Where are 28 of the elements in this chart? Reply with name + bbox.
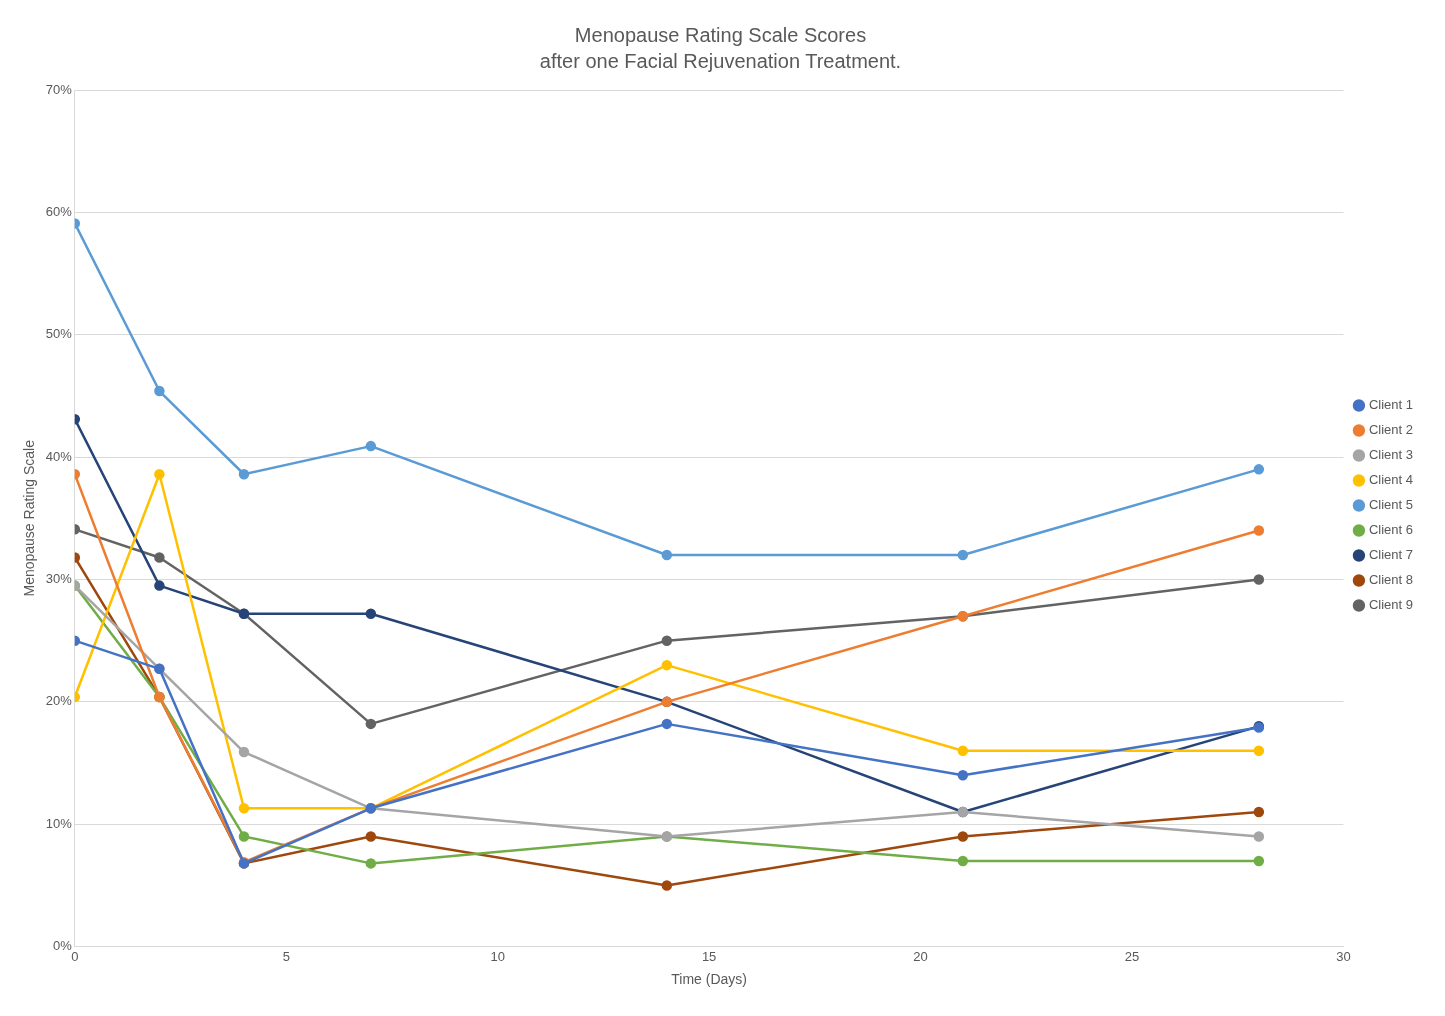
- x-tick-label: 15: [701, 948, 717, 964]
- y-tick-label: 30%: [45, 571, 73, 587]
- legend-label: Client 6: [1368, 522, 1413, 538]
- y-tick-label: 60%: [45, 203, 73, 219]
- y-tick-label: 70%: [45, 81, 73, 97]
- y-tick-label: 0%: [53, 938, 73, 954]
- x-tick-label: 5: [282, 948, 290, 964]
- legend-label: Client 3: [1368, 447, 1413, 463]
- chart-subtitle: after one Facial Rejuvenation Treatment.: [539, 49, 902, 72]
- y-tick-label: 50%: [45, 326, 73, 342]
- x-axis-title: Time (Days): [671, 971, 747, 988]
- y-tick-label: 10%: [45, 815, 73, 831]
- x-tick-label: 30: [1336, 948, 1351, 964]
- legend-label: Client 9: [1368, 597, 1413, 613]
- chart-title: Menopause Rating Scale Scores: [574, 23, 867, 46]
- legend-label: Client 2: [1368, 422, 1413, 438]
- legend-label: Client 7: [1368, 547, 1413, 563]
- x-tick-label: 20: [913, 948, 928, 964]
- y-axis-title: Menopause Rating Scale: [21, 439, 38, 597]
- x-tick-label: 0: [71, 948, 79, 964]
- legend-label: Client 4: [1368, 472, 1413, 488]
- legend-label: Client 8: [1368, 572, 1413, 588]
- legend-label: Client 1: [1368, 397, 1413, 413]
- y-tick-label: 40%: [45, 448, 73, 464]
- legend-label: Client 5: [1368, 497, 1413, 513]
- x-tick-label: 10: [490, 948, 505, 964]
- x-tick-label: 25: [1124, 948, 1140, 964]
- y-tick-label: 20%: [45, 693, 73, 709]
